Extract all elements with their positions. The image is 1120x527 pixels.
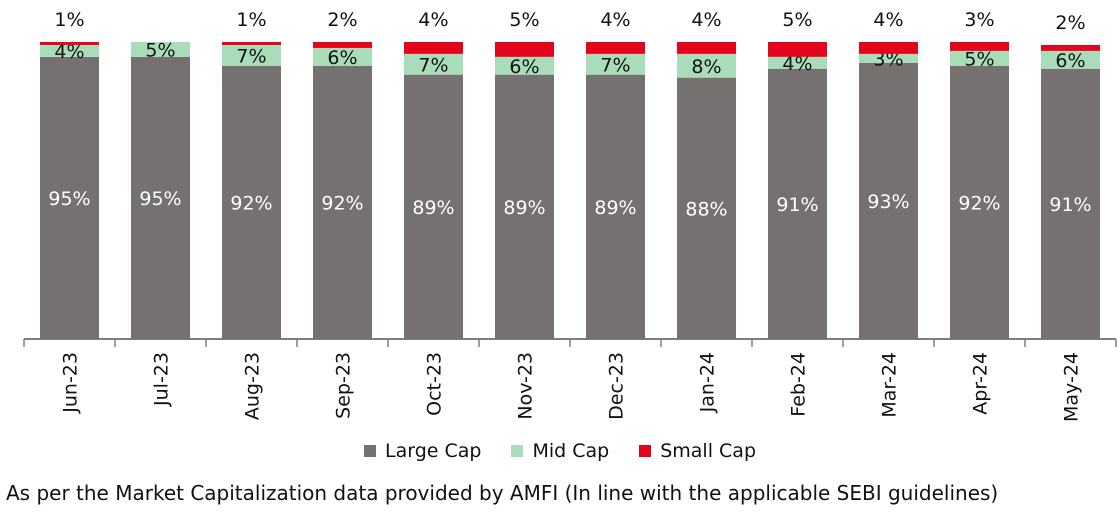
bar-small-cap-sep-23 xyxy=(313,42,372,48)
legend-item-small-cap: Small Cap xyxy=(639,440,756,462)
data-label-small-cap-feb-24: 5% xyxy=(782,9,812,31)
data-label-small-cap-aug-23: 1% xyxy=(236,9,266,31)
bar-large-cap-dec-23 xyxy=(586,74,645,340)
x-tick-label-apr-24: Apr-24 xyxy=(970,352,992,415)
x-tick-label-aug-23: Aug-23 xyxy=(242,352,264,420)
bar-large-cap-mar-24 xyxy=(859,62,918,339)
data-label-small-cap-mar-24: 4% xyxy=(873,9,903,31)
data-label-small-cap-nov-23: 5% xyxy=(509,9,539,31)
x-tick-label-jan-24: Jan-24 xyxy=(697,352,719,413)
data-label-mid-cap-sep-23: 6% xyxy=(327,47,357,69)
bar-mid-cap-jul-23 xyxy=(131,42,190,57)
legend: Large Cap Mid Cap Small Cap xyxy=(0,436,1120,466)
x-tick-label-mar-24: Mar-24 xyxy=(879,352,901,418)
bar-small-cap-jan-24 xyxy=(677,42,736,54)
data-label-large-cap-sep-23: 92% xyxy=(321,192,363,214)
data-label-large-cap-oct-23: 89% xyxy=(412,197,454,219)
data-label-mid-cap-jun-23: 4% xyxy=(54,41,84,63)
data-label-mid-cap-feb-24: 4% xyxy=(782,53,812,75)
data-label-mid-cap-jan-24: 8% xyxy=(691,56,721,78)
x-tick-label-feb-24: Feb-24 xyxy=(788,352,810,417)
bar-small-cap-apr-24 xyxy=(950,42,1009,51)
data-label-small-cap-sep-23: 2% xyxy=(327,9,357,31)
bar-large-cap-jun-23 xyxy=(40,56,99,339)
data-label-large-cap-jan-24: 88% xyxy=(685,198,727,220)
data-label-mid-cap-dec-23: 7% xyxy=(600,54,630,76)
bar-small-cap-aug-23 xyxy=(222,42,281,45)
x-tick-label-jun-23: Jun-23 xyxy=(60,352,82,414)
data-label-mid-cap-oct-23: 7% xyxy=(418,54,448,76)
bar-large-cap-aug-23 xyxy=(222,65,281,339)
chart-area: 95% 4% 1% Jun-23 95% 5% Jul-23 92% 7% 1% Aug-23 92%… xyxy=(23,9,1117,422)
legend-item-mid-cap: Mid Cap xyxy=(511,440,609,462)
x-tick-label-jul-23: Jul-23 xyxy=(151,352,173,407)
x-tick-label-sep-23: Sep-23 xyxy=(333,352,355,419)
data-label-mid-cap-jul-23: 5% xyxy=(145,39,175,61)
bar-large-cap-apr-24 xyxy=(950,65,1009,339)
bar-mid-cap-aug-23 xyxy=(222,44,281,66)
bar-small-cap-may-24 xyxy=(1041,44,1100,51)
data-label-small-cap-may-24: 2% xyxy=(1055,12,1085,34)
bar-large-cap-sep-23 xyxy=(313,65,372,339)
x-tick-label-may-24: May-24 xyxy=(1061,352,1083,422)
bar-small-cap-dec-23 xyxy=(586,42,645,54)
legend-swatch-small-cap xyxy=(639,445,652,457)
data-label-large-cap-dec-23: 89% xyxy=(594,197,636,219)
bar-large-cap-jan-24 xyxy=(677,77,736,339)
data-label-large-cap-jun-23: 95% xyxy=(48,188,90,210)
data-label-large-cap-may-24: 91% xyxy=(1049,194,1091,216)
x-tick-label-dec-23: Dec-23 xyxy=(606,352,628,420)
bar-mid-cap-oct-23 xyxy=(404,53,463,75)
data-label-small-cap-dec-23: 4% xyxy=(600,9,630,31)
bar-small-cap-oct-23 xyxy=(404,42,463,54)
bar-small-cap-jun-23 xyxy=(40,42,99,45)
data-label-large-cap-feb-24: 91% xyxy=(776,194,818,216)
bar-mid-cap-jun-23 xyxy=(40,44,99,57)
bar-mid-cap-feb-24 xyxy=(768,56,827,69)
x-tick-label-oct-23: Oct-23 xyxy=(424,352,446,416)
bar-mid-cap-apr-24 xyxy=(950,50,1009,66)
data-label-large-cap-jul-23: 95% xyxy=(139,188,181,210)
stacked-bar-chart: 95% 4% 1% Jun-23 95% 5% Jul-23 92% 7% 1% Aug-23 92%… xyxy=(23,9,1117,422)
data-label-large-cap-aug-23: 92% xyxy=(230,192,272,214)
data-label-small-cap-jan-24: 4% xyxy=(691,9,721,31)
data-label-small-cap-jun-23: 1% xyxy=(54,9,84,31)
data-label-large-cap-apr-24: 92% xyxy=(958,192,1000,214)
legend-label-small-cap: Small Cap xyxy=(660,440,756,462)
bar-small-cap-feb-24 xyxy=(768,42,827,57)
data-label-large-cap-mar-24: 93% xyxy=(867,191,909,213)
bar-mid-cap-nov-23 xyxy=(495,56,554,75)
legend-swatch-large-cap xyxy=(364,445,376,457)
bar-mid-cap-sep-23 xyxy=(313,47,372,66)
data-label-small-cap-oct-23: 4% xyxy=(418,9,448,31)
bar-large-cap-may-24 xyxy=(1041,68,1100,339)
legend-swatch-mid-cap xyxy=(511,445,524,457)
bar-mid-cap-dec-23 xyxy=(586,53,645,75)
x-tick-label-nov-23: Nov-23 xyxy=(515,352,537,420)
bar-mid-cap-may-24 xyxy=(1041,50,1100,69)
bar-mid-cap-mar-24 xyxy=(859,53,918,63)
data-label-mid-cap-may-24: 6% xyxy=(1055,50,1085,72)
bar-small-cap-nov-23 xyxy=(495,42,554,57)
bar-mid-cap-jan-24 xyxy=(677,53,736,78)
bar-small-cap-mar-24 xyxy=(859,42,918,54)
data-label-small-cap-apr-24: 3% xyxy=(964,9,994,31)
legend-item-large-cap: Large Cap xyxy=(364,440,481,462)
bar-large-cap-nov-23 xyxy=(495,74,554,340)
bar-large-cap-jul-23 xyxy=(131,56,190,339)
legend-label-mid-cap: Mid Cap xyxy=(532,440,610,462)
data-label-large-cap-nov-23: 89% xyxy=(503,197,545,219)
data-label-mid-cap-nov-23: 6% xyxy=(509,56,539,78)
bar-large-cap-oct-23 xyxy=(404,74,463,340)
footnote: As per the Market Capitalization data pr… xyxy=(6,481,999,505)
data-label-mid-cap-aug-23: 7% xyxy=(236,45,266,67)
legend-label-large-cap: Large Cap xyxy=(385,440,482,462)
data-label-mid-cap-apr-24: 5% xyxy=(964,48,994,70)
bar-large-cap-feb-24 xyxy=(768,68,827,339)
